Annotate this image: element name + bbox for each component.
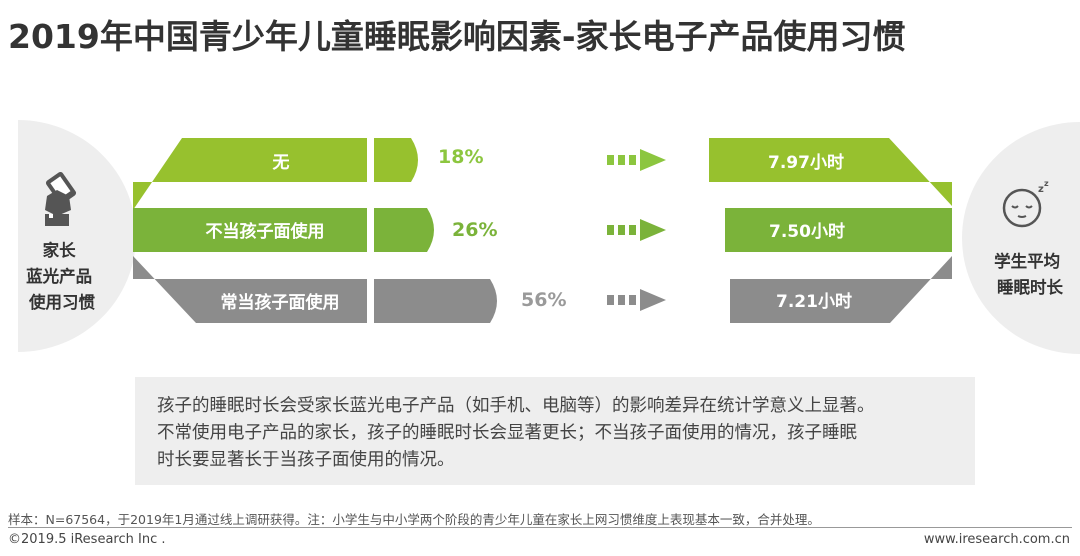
note-line: 不常使用电子产品的家长，孩子的睡眠时长会显著更长；不当孩子面使用的情况，孩子睡眠 — [157, 423, 857, 443]
category-bar — [133, 138, 367, 210]
left-label-line: 蓝光产品 — [26, 266, 92, 286]
pct-label: 18% — [438, 146, 483, 168]
note-box: 孩子的睡眠时长会受家长蓝光电子产品（如手机、电脑等）的影响差异在统计学意义上显著… — [135, 377, 975, 485]
page-title: 2019年中国青少年儿童睡眠影响因素-家长电子产品使用习惯 — [8, 17, 906, 56]
pct-bar — [374, 279, 497, 323]
hours-label: 7.21小时 — [776, 292, 852, 312]
dashed-arrow-icon — [607, 289, 666, 311]
hours-label: 7.50小时 — [769, 222, 845, 242]
left-label: 家长 蓝光产品 使用习惯 — [26, 240, 98, 312]
category-label: 无 — [272, 153, 290, 173]
category-label: 不当孩子面使用 — [206, 221, 325, 242]
dashed-arrow-icon — [607, 219, 666, 241]
right-label: 学生平均 睡眠时长 — [994, 251, 1066, 297]
hours-bar — [725, 208, 952, 252]
hours-bar — [709, 138, 952, 206]
hours-bar — [730, 256, 952, 323]
svg-text:z: z — [1044, 179, 1049, 188]
source-note: 样本：N=67564，于2019年1月通过线上调研获得。注：小学生与中小学两个阶… — [8, 512, 820, 527]
sleeping-face-icon: z z — [1002, 179, 1049, 228]
note-line: 孩子的睡眠时长会受家长蓝光电子产品（如手机、电脑等）的影响差异在统计学意义上显著… — [157, 396, 875, 416]
dashed-arrow-icon — [607, 149, 666, 171]
hand-holding-phone-icon — [45, 171, 77, 226]
svg-text:z: z — [1038, 184, 1044, 195]
copyright: ©2019.5 iResearch Inc . — [8, 532, 166, 547]
pct-label: 56% — [521, 289, 566, 311]
website-link[interactable]: www.iresearch.com.cn — [923, 532, 1070, 547]
note-line: 时长要显著长于当孩子面使用的情况。 — [157, 450, 455, 470]
right-label-line: 学生平均 — [994, 251, 1060, 271]
footer-divider — [8, 527, 1072, 528]
right-label-line: 睡眠时长 — [997, 277, 1064, 297]
right-circle — [962, 122, 1080, 354]
category-label: 常当孩子面使用 — [221, 292, 340, 313]
left-label-line: 家长 — [43, 240, 77, 260]
pct-bar — [374, 138, 418, 182]
pct-label: 26% — [452, 219, 497, 241]
category-bar — [133, 208, 367, 252]
left-circle — [18, 120, 136, 352]
chart: z z 家长 蓝光产品 使用习惯 学生平均 睡眠时长 无 18% 7.97小时 … — [18, 120, 1080, 354]
category-bar — [133, 256, 367, 323]
left-label-line: 使用习惯 — [28, 292, 96, 312]
pct-bar — [374, 208, 434, 252]
hours-label: 7.97小时 — [768, 153, 844, 173]
